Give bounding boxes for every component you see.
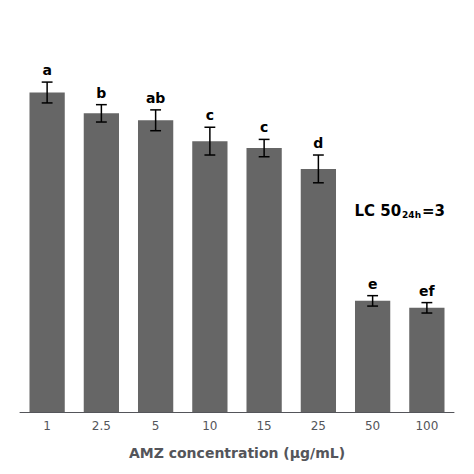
svg-text:c: c bbox=[260, 119, 268, 135]
svg-text:5: 5 bbox=[152, 419, 160, 433]
svg-text:ef: ef bbox=[419, 283, 435, 299]
svg-text:50: 50 bbox=[365, 419, 380, 433]
svg-text:ab: ab bbox=[146, 90, 165, 106]
svg-text:c: c bbox=[206, 107, 214, 123]
svg-text:25: 25 bbox=[311, 419, 326, 433]
svg-text:d: d bbox=[313, 135, 323, 151]
svg-text:15: 15 bbox=[256, 419, 271, 433]
svg-text:100: 100 bbox=[415, 419, 438, 433]
svg-text:10: 10 bbox=[202, 419, 217, 433]
svg-text:24h: 24h bbox=[402, 210, 421, 220]
svg-text:b: b bbox=[96, 85, 106, 101]
svg-text:LC 50: LC 50 bbox=[354, 202, 401, 220]
svg-text:2.5: 2.5 bbox=[92, 419, 111, 433]
svg-text:=3: =3 bbox=[422, 202, 445, 220]
svg-text:a: a bbox=[42, 62, 51, 78]
svg-text:AMZ concentration (μg/mL): AMZ concentration (μg/mL) bbox=[129, 445, 345, 461]
svg-text:1: 1 bbox=[43, 419, 51, 433]
svg-text:e: e bbox=[368, 276, 378, 292]
